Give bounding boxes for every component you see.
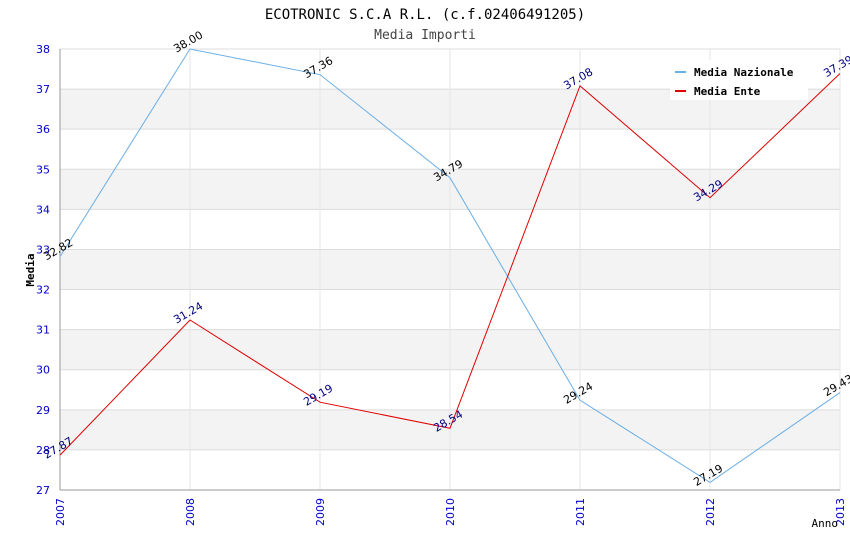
data-label: 27.19 — [691, 462, 725, 489]
y-tick-label: 31 — [36, 324, 50, 337]
legend-label: Media Nazionale — [694, 66, 794, 79]
x-tick-label: 2012 — [704, 498, 717, 526]
chart-title: ECOTRONIC S.C.A R.L. (c.f.02406491205) — [265, 7, 585, 23]
series-line — [59, 73, 841, 456]
series-lines — [59, 48, 841, 483]
x-tick-label: 2009 — [314, 498, 327, 526]
data-label: 37.36 — [301, 54, 335, 81]
data-label: 27.87 — [41, 435, 75, 462]
series-line — [59, 48, 841, 483]
x-tick-label: 2007 — [54, 498, 67, 526]
data-label: 29.24 — [561, 380, 595, 407]
x-tick-label: 2008 — [184, 498, 197, 526]
y-tick-label: 35 — [36, 163, 50, 176]
y-tick-label: 27 — [36, 484, 50, 497]
y-tick-label: 30 — [36, 364, 50, 377]
y-tick-label: 32 — [36, 284, 50, 297]
y-tick-label: 28 — [36, 444, 50, 457]
data-label: 37.08 — [561, 65, 595, 92]
chart-subtitle: Media Importi — [374, 28, 476, 43]
x-tick-label: 2013 — [834, 498, 847, 526]
legend-label: Media Ente — [694, 85, 761, 98]
legend-box — [670, 60, 808, 100]
y-tick-label: 38 — [36, 43, 50, 56]
legend: Media Nazionale Media Ente — [670, 60, 808, 100]
x-tick-label: 2011 — [574, 498, 587, 526]
x-tick-labels: 2007 2008 2009 2010 2011 2012 2013 — [54, 498, 847, 526]
y-tick-labels: 27 28 29 30 31 32 33 34 35 36 37 38 — [36, 43, 50, 497]
y-tick-label: 37 — [36, 83, 50, 96]
y-axis-label: Media — [24, 253, 37, 286]
x-tick-label: 2010 — [444, 498, 457, 526]
y-tick-label: 29 — [36, 404, 50, 417]
y-tick-label: 34 — [36, 203, 50, 216]
data-label: 37.39 — [821, 53, 850, 80]
axes — [59, 49, 840, 491]
y-tick-label: 33 — [36, 243, 50, 256]
y-tick-label: 36 — [36, 123, 50, 136]
x-axis-label: Anno — [812, 517, 839, 530]
